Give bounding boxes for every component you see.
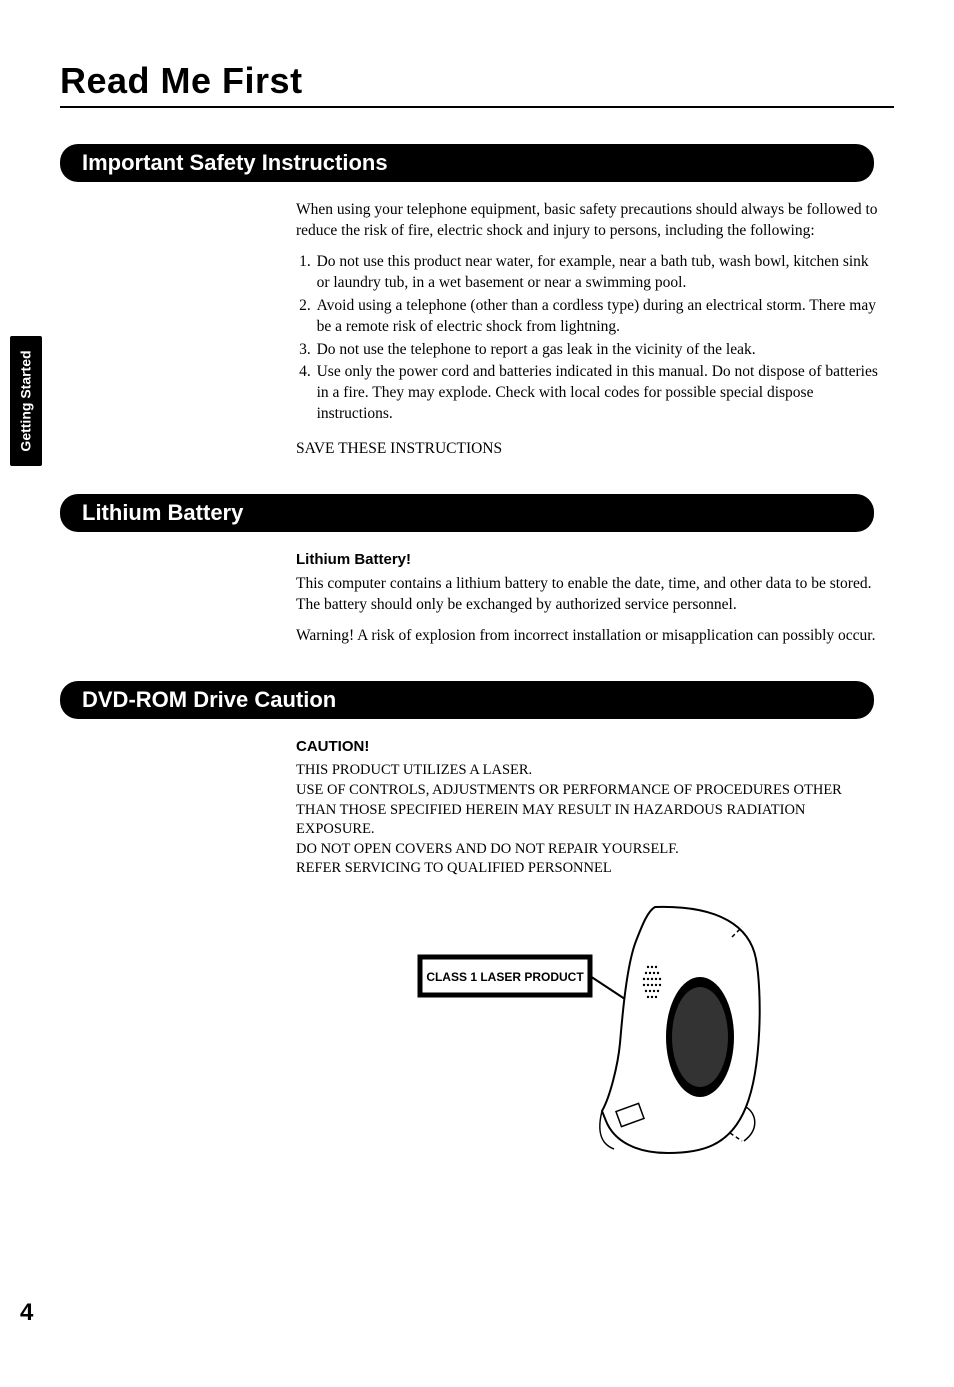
dvd-l2: USE OF CONTROLS, ADJUSTMENTS OR PERFORMA… (296, 781, 884, 840)
dvd-caution-lines: THIS PRODUCT UTILIZES A LASER. USE OF CO… (296, 761, 884, 878)
safety-item-4: Use only the power cord and batteries in… (315, 362, 884, 425)
dvd-diagram: CLASS 1 LASER PRODUCT (296, 897, 884, 1157)
page-title: Read Me First (60, 60, 894, 102)
section-heading-lithium: Lithium Battery (60, 494, 874, 532)
page-number: 4 (20, 1299, 33, 1327)
safety-list: Do not use this product near water, for … (315, 252, 884, 425)
side-tab-label: Getting Started (18, 350, 34, 451)
dvd-l4: REFER SERVICING TO QUALIFIED PERSONNEL (296, 859, 884, 879)
section-body-dvd: CAUTION! THIS PRODUCT UTILIZES A LASER. … (60, 737, 894, 1157)
section-body-safety: When using your telephone equipment, bas… (60, 200, 894, 460)
section-heading-dvd: DVD-ROM Drive Caution (60, 681, 874, 719)
lithium-subhead: Lithium Battery! (296, 550, 884, 570)
safety-item-3: Do not use the telephone to report a gas… (315, 340, 884, 361)
safety-item-2: Avoid using a telephone (other than a co… (315, 296, 884, 338)
diagram-label-text: CLASS 1 LASER PRODUCT (426, 970, 584, 984)
section-heading-safety: Important Safety Instructions (60, 144, 874, 182)
lithium-p1: This computer contains a lithium battery… (296, 574, 884, 616)
side-tab: Getting Started (10, 336, 42, 466)
dvd-l3: DO NOT OPEN COVERS AND DO NOT REPAIR YOU… (296, 840, 884, 860)
safety-save: SAVE THESE INSTRUCTIONS (296, 439, 884, 460)
dvd-l1: THIS PRODUCT UTILIZES A LASER. (296, 761, 884, 781)
dvd-subhead: CAUTION! (296, 737, 884, 757)
lithium-p2: Warning! A risk of explosion from incorr… (296, 626, 884, 647)
title-rule (60, 106, 894, 108)
section-body-lithium: Lithium Battery! This computer contains … (60, 550, 894, 647)
safety-item-1: Do not use this product near water, for … (315, 252, 884, 294)
safety-intro: When using your telephone equipment, bas… (296, 200, 884, 242)
laser-device-icon: CLASS 1 LASER PRODUCT (400, 897, 780, 1157)
